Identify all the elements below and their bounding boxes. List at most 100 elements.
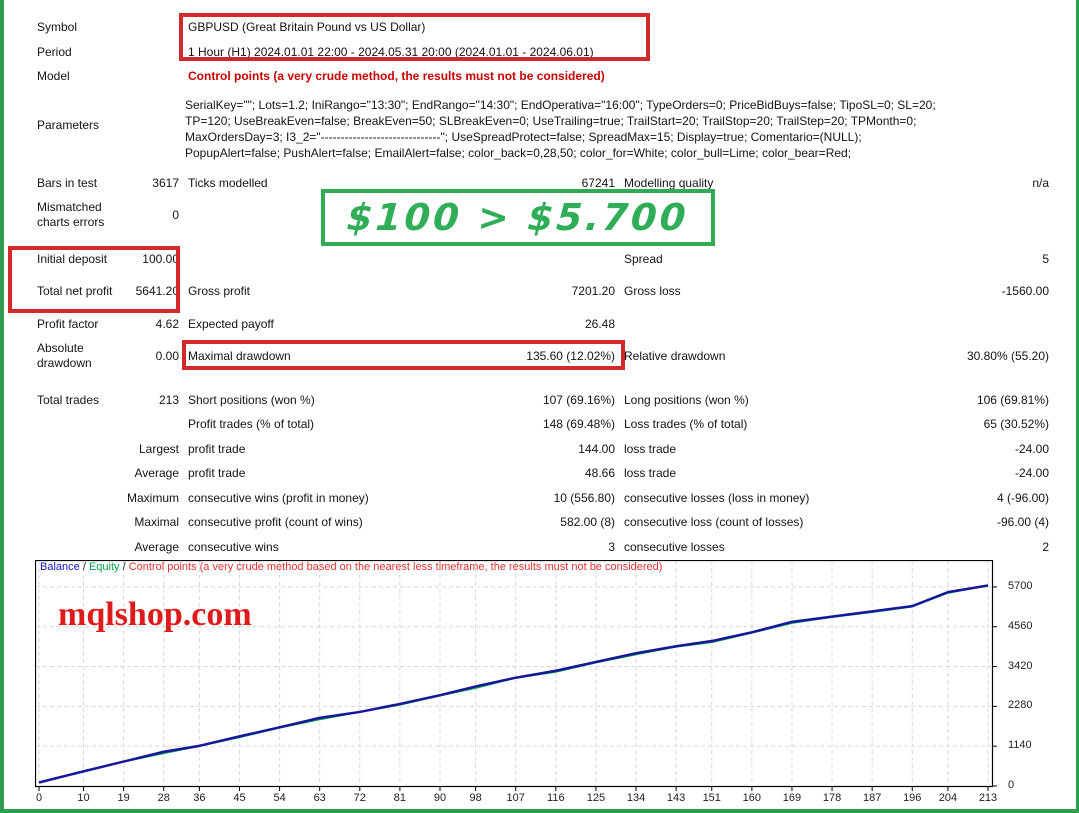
x-tick-label: 45 (233, 792, 246, 804)
largest-label: Largest (138, 442, 179, 456)
max-consec-losses-label: consecutive losses (loss in money) (624, 491, 810, 505)
spread-value: 5 (1042, 252, 1049, 266)
largest-profit-label: profit trade (188, 442, 246, 456)
maximal-consec-profit-value: 582.00 (8) (560, 515, 615, 529)
initial-deposit-value: 100.00 (142, 252, 179, 266)
x-tick-label: 134 (626, 792, 646, 804)
y-tick-label: 0 (1008, 779, 1015, 791)
average-label: Average (134, 466, 179, 480)
gross-profit-label: Gross profit (188, 283, 251, 298)
x-tick-label: 90 (433, 792, 447, 804)
average-profit-value: 48.66 (584, 466, 615, 480)
gross-loss-value: -1560.00 (1001, 283, 1049, 298)
net-profit-row: Total net profit 5641.20 Gross profit 72… (37, 276, 1049, 306)
symbol-value: GBPUSD (Great Britain Pound vs US Dollar… (188, 20, 426, 34)
parameters-line: SerialKey=""; Lots=1.2; IniRango="13:30"… (185, 98, 936, 112)
avg-consec-losses-value: 2 (1042, 540, 1049, 554)
period-label: Period (37, 45, 72, 59)
parameters-line: MaxOrdersDay=3; I3_2="------------------… (185, 130, 862, 144)
x-tick-label: 81 (393, 792, 406, 804)
symbol-row: Symbol GBPUSD (Great Britain Pound vs US… (37, 20, 1049, 35)
maximal-consec-profit-label: consecutive profit (count of wins) (188, 515, 363, 529)
long-positions-value: 106 (69.81%) (976, 393, 1049, 407)
total-trades-value: 213 (158, 393, 179, 407)
largest-profit-value: 144.00 (578, 442, 615, 456)
x-tick-label: 36 (193, 792, 206, 804)
maximum-label: Maximum (126, 491, 179, 505)
x-tick-label: 98 (469, 792, 482, 804)
symbol-label: Symbol (37, 20, 78, 34)
average-consec-label: Average (134, 540, 179, 554)
bars-value: 3617 (152, 176, 179, 190)
avg-consec-losses-label: consecutive losses (624, 540, 725, 554)
max-consec-wins-value: 10 (556.80) (553, 491, 615, 505)
long-positions-label: Long positions (won %) (624, 393, 749, 407)
profit-trades-row: Profit trades (% of total) 148 (69.48%) … (37, 417, 1049, 432)
avg-consec-wins-value: 3 (608, 540, 615, 554)
total-net-profit-value: 5641.20 (135, 283, 179, 298)
y-tick-label: 4560 (1008, 619, 1033, 632)
spread-label: Spread (624, 252, 663, 266)
y-tick-label: 1140 (1008, 739, 1032, 752)
average-loss-value: -24.00 (1014, 466, 1049, 480)
x-tick-label: 107 (506, 792, 525, 804)
ticks-label: Ticks modelled (188, 176, 268, 190)
x-tick-label: 72 (353, 792, 366, 804)
x-tick-label: 213 (978, 792, 998, 804)
x-tick-label: 19 (117, 792, 130, 804)
maximal-label: Maximal (134, 515, 179, 529)
profit-banner: $100 > $5.700 (321, 189, 715, 246)
legend-balance: Balance (40, 561, 80, 573)
x-tick-label: 0 (35, 792, 43, 804)
initial-deposit-label: Initial deposit (37, 252, 108, 266)
relative-drawdown-value: 30.80% (55.20) (966, 348, 1049, 363)
mismatched-value: 0 (172, 207, 179, 222)
bars-label: Bars in test (37, 176, 98, 190)
quality-value: n/a (1032, 176, 1049, 190)
short-positions-label: Short positions (won %) (188, 393, 315, 407)
period-value: 1 Hour (H1) 2024.01.01 22:00 - 2024.05.3… (188, 45, 594, 59)
expected-payoff-label: Expected payoff (188, 317, 274, 331)
balance-chart: Balance / Equity / Control points (a ver… (34, 558, 1064, 809)
maximal-consec-loss-value: -96.00 (4) (996, 515, 1049, 529)
average-loss-label: loss trade (624, 466, 677, 480)
legend-note: Control points (a very crude method base… (128, 561, 663, 573)
max-consec-losses-value: 4 (-96.00) (996, 491, 1049, 505)
quality-label: Modelling quality (624, 176, 714, 190)
x-tick-label: 116 (547, 792, 565, 804)
x-tick-label: 160 (742, 792, 762, 804)
x-tick-label: 169 (782, 792, 802, 804)
profit-trades-label: Profit trades (% of total) (188, 417, 315, 431)
model-value: Control points (a very crude method, the… (188, 69, 605, 83)
y-tick-label: 2280 (1008, 699, 1033, 712)
profit-factor-row: Profit factor 4.62 Expected payoff 26.48 (37, 317, 1049, 332)
x-tick-label: 10 (77, 792, 90, 804)
parameters-label: Parameters (37, 118, 100, 132)
total-trades-row: Total trades 213 Short positions (won %)… (37, 393, 1049, 408)
maximal-drawdown-value: 135.60 (12.02%) (526, 348, 615, 363)
x-tick-label: 125 (586, 792, 606, 804)
period-row: Period 1 Hour (H1) 2024.01.01 22:00 - 20… (37, 45, 1049, 60)
gross-profit-value: 7201.20 (571, 283, 615, 298)
profit-banner-text: $100 > $5.700 (345, 196, 691, 239)
chart-legend: Balance / Equity / Control points (a ver… (40, 561, 663, 573)
short-positions-value: 107 (69.16%) (542, 393, 615, 407)
x-tick-label: 187 (862, 792, 882, 804)
gross-loss-label: Gross loss (624, 283, 681, 298)
avg-consec-wins-label: consecutive wins (188, 540, 279, 554)
ticks-value: 67241 (581, 176, 615, 190)
x-tick-label: 28 (157, 792, 170, 804)
absolute-drawdown-label: Absolute drawdown (37, 341, 92, 370)
parameters-value: SerialKey=""; Lots=1.2; IniRango="13:30"… (185, 97, 1065, 161)
y-tick-label: 5700 (1008, 579, 1033, 592)
relative-drawdown-label: Relative drawdown (624, 348, 726, 363)
expected-payoff-value: 26.48 (584, 317, 615, 331)
average-trade-row: Average profit trade 48.66 loss trade -2… (37, 466, 1049, 481)
largest-loss-value: -24.00 (1014, 442, 1049, 456)
average-consecutive-row: Average consecutive wins 3 consecutive l… (37, 540, 1049, 555)
x-tick-label: 54 (273, 792, 286, 804)
model-label: Model (37, 69, 70, 83)
parameters-line: TP=120; UseBreakEven=false; BreakEven=50… (185, 114, 917, 128)
largest-trade-row: Largest profit trade 144.00 loss trade -… (37, 442, 1049, 457)
